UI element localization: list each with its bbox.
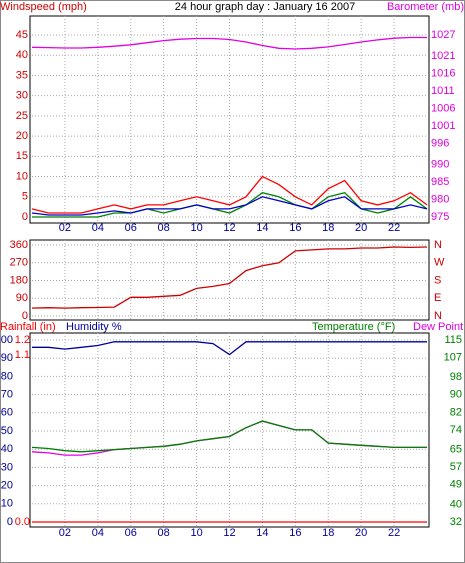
legend-rainfall: Rainfall (in) — [0, 321, 56, 333]
y3-tick-label: 1.2 — [15, 334, 30, 346]
x-tick-label: 22 — [388, 527, 400, 539]
y-tick-label: 270 — [10, 257, 28, 269]
x-tick-label: 02 — [59, 222, 71, 234]
x-tick-label: 10 — [190, 222, 202, 234]
x-tick-label: 14 — [256, 527, 268, 539]
x-tick-label: 06 — [125, 527, 137, 539]
y2-tick-label: 1001 — [431, 120, 455, 132]
x-tick-label: 06 — [125, 222, 137, 234]
x-tick-label: 18 — [322, 527, 334, 539]
y2-tick-label: 90 — [450, 389, 462, 401]
y-tick-label: 0 — [7, 516, 13, 528]
y-tick-label: 5 — [22, 191, 28, 203]
y2-tick-label: 57 — [450, 461, 462, 473]
series-line — [31, 420, 427, 453]
y2-tick-label: 1006 — [431, 102, 455, 114]
y-tick-label: 30 — [1, 461, 13, 473]
y2-tick-label: 1027 — [431, 29, 455, 41]
x-tick-label: 14 — [256, 222, 268, 234]
y-tick-label: 45 — [16, 29, 28, 41]
y2-tick-label: 980 — [431, 193, 449, 205]
x-tick-label: 04 — [92, 222, 104, 234]
y-tick-label: 10 — [16, 170, 28, 182]
y2-tick-label: 985 — [431, 176, 449, 188]
y-tick-label: 0 — [22, 211, 28, 223]
y2-tick-label: 975 — [431, 211, 449, 223]
y-tick-label: 25 — [16, 110, 28, 122]
y-tick-label: 360 — [10, 239, 28, 251]
y-tick-label: 20 — [16, 130, 28, 142]
x-tick-label: 22 — [388, 222, 400, 234]
y2-tick-label: E — [434, 292, 441, 304]
series-line — [31, 36, 427, 50]
x-tick-label: 10 — [190, 527, 202, 539]
y2-tick-label: 82 — [450, 406, 462, 418]
y2-tick-label: N — [434, 310, 442, 322]
y2-tick-label: 40 — [450, 498, 462, 510]
y2-tick-label: S — [434, 274, 441, 286]
y2-tick-label: 1021 — [431, 50, 455, 62]
y-tick-label: 0 — [22, 310, 28, 322]
y-tick-label: 20 — [1, 480, 13, 492]
y-tick-label: 10 — [1, 498, 13, 510]
legend-temperature: Temperature (°F) — [312, 321, 395, 333]
x-tick-label: 02 — [59, 527, 71, 539]
x-tick-label: 12 — [223, 222, 235, 234]
x-tick-label: 20 — [355, 527, 367, 539]
series-line — [32, 341, 427, 356]
x-tick-label: 16 — [289, 222, 301, 234]
y2-tick-label: 1016 — [431, 67, 455, 79]
y2-tick-label: W — [434, 257, 445, 269]
y2-tick-label: 107 — [444, 351, 462, 363]
y-tick-label: 30 — [16, 90, 28, 102]
y2-tick-label: 990 — [431, 158, 449, 170]
y2-axis-title: Barometer (mb) — [387, 1, 464, 13]
y2-tick-label: 996 — [431, 137, 449, 149]
x-tick-label: 12 — [223, 527, 235, 539]
series-line — [31, 175, 428, 214]
y-tick-label: 90 — [1, 352, 13, 364]
y-tick-label: 40 — [1, 443, 13, 455]
y-tick-label: 180 — [10, 274, 28, 286]
y3-tick-label: 0.0 — [15, 516, 30, 528]
y-tick-label: 15 — [16, 150, 28, 162]
legend-dew-point: Dew Point — [413, 321, 463, 333]
y-tick-label: 100 — [0, 334, 13, 346]
y2-tick-label: 49 — [450, 479, 462, 491]
y-tick-label: 80 — [1, 370, 13, 382]
x-tick-label: 18 — [322, 222, 334, 234]
y-axis-title: Windspeed (mph) — [0, 1, 87, 13]
y2-tick-label: 32 — [450, 516, 462, 528]
x-tick-label: 08 — [158, 527, 170, 539]
y-tick-label: 40 — [16, 49, 28, 61]
y2-tick-label: 1011 — [431, 85, 455, 97]
y2-tick-label: 115 — [444, 334, 462, 346]
x-tick-label: 04 — [92, 527, 104, 539]
x-tick-label: 16 — [289, 527, 301, 539]
y-tick-label: 60 — [1, 407, 13, 419]
y2-tick-label: N — [434, 239, 442, 251]
legend-humidity: Humidity % — [66, 321, 122, 333]
y3-tick-label: 1.1 — [15, 349, 30, 361]
y-tick-label: 90 — [16, 292, 28, 304]
y2-tick-label: 74 — [450, 424, 462, 436]
x-tick-label: 08 — [158, 222, 170, 234]
series-line — [31, 246, 428, 309]
chart-title: 24 hour graph day : January 16 2007 — [175, 1, 355, 13]
y-tick-label: 50 — [1, 425, 13, 437]
y-tick-label: 70 — [1, 389, 13, 401]
series-line — [31, 196, 428, 216]
y2-tick-label: 98 — [450, 371, 462, 383]
y-tick-label: 35 — [16, 69, 28, 81]
x-tick-label: 20 — [355, 222, 367, 234]
y2-tick-label: 65 — [450, 444, 462, 456]
